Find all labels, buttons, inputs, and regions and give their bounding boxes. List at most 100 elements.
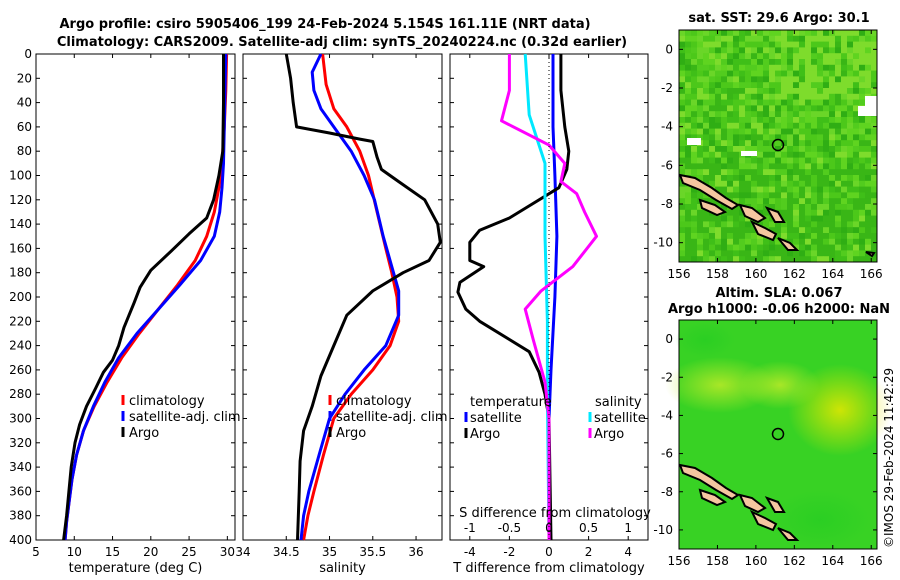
- sst-pixel: [847, 134, 854, 141]
- sst-pixel: [763, 209, 770, 216]
- sst-pixel: [841, 256, 848, 263]
- sst-pixel: [733, 88, 740, 95]
- sst-pixel: [793, 117, 800, 124]
- sst-pixel: [739, 209, 746, 216]
- x-tick-label: 34: [235, 545, 250, 559]
- sst-pixel: [739, 215, 746, 222]
- sst-pixel: [835, 93, 842, 100]
- sst-pixel: [775, 64, 782, 71]
- sst-pixel: [727, 88, 734, 95]
- sst-pixel: [835, 163, 842, 170]
- sst-pixel: [823, 70, 830, 77]
- sst-pixel: [733, 59, 740, 66]
- sst-pixel: [757, 117, 764, 124]
- sst-pixel: [805, 30, 812, 37]
- sst-pixel: [805, 64, 812, 71]
- sst-pixel: [847, 76, 854, 83]
- sst-pixel: [709, 82, 716, 89]
- sst-pixel: [805, 198, 812, 205]
- sst-pixel: [793, 99, 800, 106]
- sst-pixel: [697, 41, 704, 48]
- sst-pixel: [847, 35, 854, 42]
- sst-pixel: [853, 157, 860, 164]
- sst-pixel: [823, 215, 830, 222]
- sst-pixel: [691, 93, 698, 100]
- sst-pixel: [721, 146, 728, 153]
- sst-pixel: [739, 163, 746, 170]
- sst-pixel: [799, 35, 806, 42]
- sst-pixel: [841, 180, 848, 187]
- sst-pixel: [847, 256, 854, 263]
- sst-pixel: [685, 221, 692, 228]
- sst-pixel: [769, 117, 776, 124]
- sst-pixel: [715, 163, 722, 170]
- sst-pixel: [859, 250, 866, 257]
- sst-pixel: [739, 186, 746, 193]
- sst-pixel: [679, 215, 686, 222]
- sst-pixel: [679, 250, 686, 257]
- sst-pixel: [781, 221, 788, 228]
- sst-pixel: [685, 256, 692, 263]
- sst-pixel: [757, 82, 764, 89]
- sst-pixel: [841, 134, 848, 141]
- sst-pixel: [745, 180, 752, 187]
- sst-pixel: [727, 146, 734, 153]
- sst-pixel: [697, 256, 704, 263]
- sst-pixel: [841, 227, 848, 234]
- sst-pixel: [691, 88, 698, 95]
- sst-pixel: [811, 99, 818, 106]
- sst-pixel: [811, 163, 818, 170]
- sst-pixel: [865, 256, 872, 263]
- sst-pixel: [793, 47, 800, 54]
- sst-pixel: [859, 238, 866, 245]
- sst-pixel: [829, 233, 836, 240]
- sst-pixel: [757, 70, 764, 77]
- sst-pixel: [823, 163, 830, 170]
- sst-pixel: [709, 35, 716, 42]
- argo-location-marker: [771, 427, 785, 441]
- sst-pixel: [871, 35, 878, 42]
- figure-title-line1: Argo profile: csiro 5905406_199 24-Feb-2…: [59, 17, 590, 32]
- sst-pixel: [775, 250, 782, 257]
- sst-pixel: [727, 227, 734, 234]
- sst-pixel: [739, 88, 746, 95]
- series-line-1: [456, 54, 571, 541]
- sla-anomaly-low: [770, 490, 870, 550]
- sla-map-title-line1: Altim. SLA: 0.067: [716, 286, 843, 301]
- sst-pixel: [691, 70, 698, 77]
- sst-pixel: [697, 151, 704, 158]
- sst-pixel: [793, 198, 800, 205]
- map-x-tick-label: 156: [668, 554, 691, 568]
- sst-pixel: [715, 105, 722, 112]
- sst-pixel: [853, 30, 860, 37]
- legend-label: Argo: [336, 426, 366, 441]
- sst-pixel: [847, 204, 854, 211]
- sst-pixel: [787, 198, 794, 205]
- sst-pixel: [763, 175, 770, 182]
- sst-pixel: [817, 134, 824, 141]
- map-x-tick-label: 162: [783, 267, 806, 281]
- sst-pixel: [751, 122, 758, 129]
- sst-pixel: [799, 192, 806, 199]
- sst-pixel: [829, 35, 836, 42]
- y-tick-label: 260: [9, 363, 32, 377]
- sst-pixel: [715, 215, 722, 222]
- sst-pixel: [793, 186, 800, 193]
- sst-pixel: [757, 192, 764, 199]
- sst-pixel: [781, 128, 788, 135]
- sst-pixel: [745, 70, 752, 77]
- sst-pixel: [733, 215, 740, 222]
- sst-pixel: [715, 35, 722, 42]
- sst-pixel: [793, 128, 800, 135]
- sst-pixel: [721, 227, 728, 234]
- sst-pixel: [745, 93, 752, 100]
- sst-pixel: [733, 53, 740, 60]
- sst-pixel: [859, 122, 866, 129]
- sst-pixel: [841, 175, 848, 182]
- sst-pixel: [853, 59, 860, 66]
- sst-pixel: [853, 111, 860, 118]
- sst-pixel: [751, 233, 758, 240]
- figure-title-line2: Climatology: CARS2009. Satellite-adj cli…: [57, 35, 627, 50]
- sst-pixel: [757, 146, 764, 153]
- sst-pixel: [769, 244, 776, 251]
